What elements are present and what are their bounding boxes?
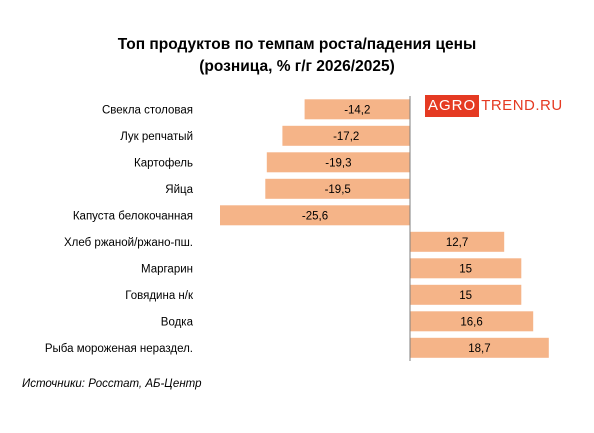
category-label: Яйца bbox=[165, 184, 193, 196]
bar-10 bbox=[410, 337, 549, 358]
category-label: Лук репчатый bbox=[120, 131, 193, 143]
category-label: Свекла столовая bbox=[102, 104, 193, 116]
category-label: Капуста белокочанная bbox=[73, 210, 193, 222]
bar-value-label: -19,5 bbox=[325, 184, 351, 196]
bar-5 bbox=[220, 205, 410, 226]
bar-6 bbox=[410, 231, 505, 252]
bar-1 bbox=[304, 99, 410, 120]
category-label: Водка bbox=[161, 316, 194, 328]
bar-7 bbox=[410, 258, 522, 279]
category-label: Хлеб ржаной/ржано-пш. bbox=[64, 237, 193, 249]
category-label: Картофель bbox=[134, 157, 193, 169]
bar-value-label: 18,7 bbox=[468, 343, 490, 355]
bar-value-label: -19,3 bbox=[325, 157, 351, 169]
chart-title-line-1: Топ продуктов по темпам роста/падения це… bbox=[117, 36, 477, 53]
category-label: Рыба мороженая нераздел. bbox=[45, 343, 193, 355]
bar-value-label: -14,2 bbox=[344, 104, 370, 116]
chart-title-line-2: (розница, % г/г 2026/2025) bbox=[199, 58, 395, 75]
bar-value-label: 12,7 bbox=[446, 237, 468, 249]
bar-value-label: -25,6 bbox=[302, 210, 328, 222]
bar-value-label: 15 bbox=[459, 290, 472, 302]
agrotrend-logo: AGRO TREND.RU bbox=[425, 95, 563, 117]
bar-4 bbox=[265, 178, 410, 199]
bar-value-label: -17,2 bbox=[333, 131, 359, 143]
bar-3 bbox=[266, 152, 410, 173]
bar-2 bbox=[282, 125, 410, 146]
bar-8 bbox=[410, 284, 522, 305]
source-note: Источники: Росстат, АБ-Центр bbox=[22, 378, 202, 390]
bar-9 bbox=[410, 311, 534, 332]
bar-value-label: 16,6 bbox=[460, 316, 482, 328]
logo-boxed-text: AGRO bbox=[425, 95, 480, 117]
category-label: Говядина н/к bbox=[125, 290, 194, 302]
bar-value-label: 15 bbox=[459, 263, 472, 275]
category-label: Маргарин bbox=[141, 263, 193, 275]
logo-rest-text: TREND.RU bbox=[481, 97, 563, 114]
